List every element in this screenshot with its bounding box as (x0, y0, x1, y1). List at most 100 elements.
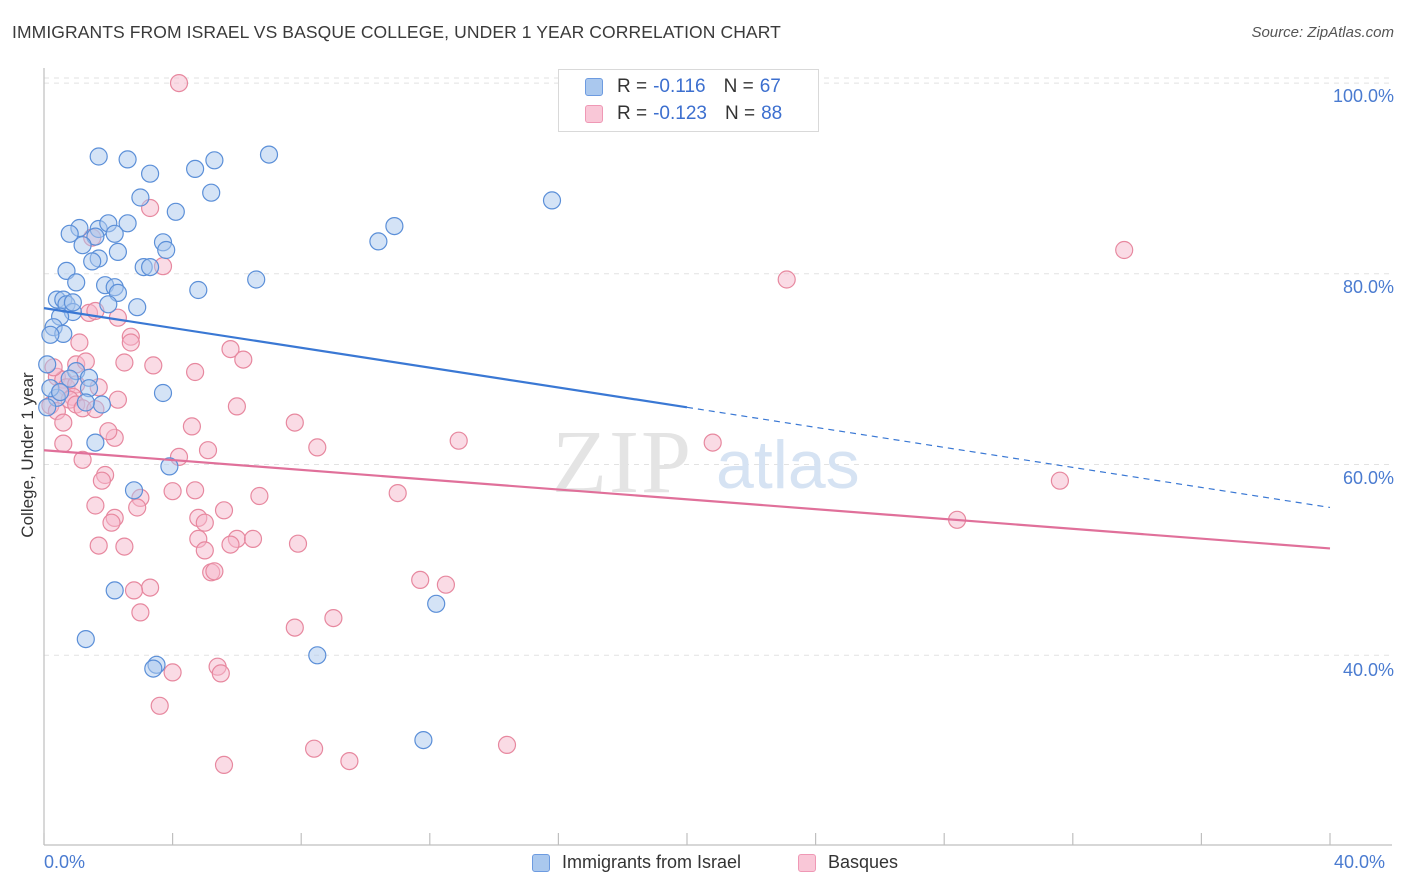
israel-legend-label: Immigrants from Israel (562, 852, 742, 872)
israel-point (105, 581, 124, 600)
israel-point (427, 594, 446, 613)
legend-row-israel: R = -0.116 N = 67 (559, 74, 781, 100)
israel-point (189, 280, 208, 300)
source-label: Source: ZipAtlas.com (1251, 24, 1394, 41)
n-label: N = (724, 103, 756, 124)
basques-point (73, 450, 92, 469)
basques-legend-swatch (798, 853, 816, 872)
israel-point (542, 191, 562, 210)
basques-point (163, 482, 182, 501)
basques-point (243, 529, 263, 549)
israel-point (259, 145, 279, 164)
israel-point (60, 369, 79, 388)
israel-point (202, 183, 221, 202)
basques-point (89, 536, 108, 555)
y-axis-label: College, Under 1 year (18, 372, 37, 538)
basques-point (128, 498, 147, 517)
basques-point (195, 541, 214, 560)
y-tick-label: 100.0% (1332, 86, 1394, 106)
basques-point (198, 441, 218, 460)
basques-point (150, 696, 169, 715)
israel-point (92, 395, 112, 414)
watermark-atlas: atlas (716, 427, 860, 503)
israel-legend-swatch (532, 853, 550, 872)
basques-point (227, 397, 246, 416)
basques-point (108, 390, 128, 409)
israel-point (76, 629, 95, 649)
basques-point (703, 433, 722, 452)
basques-point (305, 739, 324, 758)
israel-swatch (585, 78, 603, 96)
basques-point (214, 501, 234, 520)
n-value: 88 (761, 103, 783, 124)
israel-points (38, 145, 562, 750)
israel-point (385, 217, 404, 236)
basques-point (54, 413, 73, 432)
watermark: ZIP atlas (552, 413, 860, 512)
basques-point (221, 340, 240, 359)
israel-point (41, 325, 60, 344)
n-label: N = (723, 76, 754, 97)
basques-point (221, 535, 240, 554)
basques-point (186, 481, 205, 500)
basques-point (1115, 240, 1134, 260)
israel-point (63, 293, 83, 312)
israel-point (118, 150, 137, 169)
israel-point (83, 252, 102, 271)
r-value: -0.123 (653, 103, 707, 124)
n-value: 67 (759, 76, 781, 97)
israel-point (141, 258, 160, 277)
basques-point (288, 534, 308, 553)
israel-point (86, 433, 105, 452)
chart-title: IMMIGRANTS FROM ISRAEL VS BASQUE COLLEGE… (12, 22, 781, 42)
basques-point (497, 735, 517, 755)
israel-point (166, 202, 185, 221)
stats-legend: R = -0.116 N = 67 R = -0.123 N = 88 (558, 69, 819, 132)
basques-point (449, 431, 468, 450)
basques-point (205, 562, 224, 581)
basques-point (121, 333, 140, 352)
basques-point (211, 664, 230, 683)
basques-point (234, 350, 253, 369)
israel-point (369, 232, 388, 251)
basques-point (144, 356, 163, 375)
israel-point (124, 481, 144, 500)
basques-point (308, 438, 327, 457)
basques-point (163, 663, 182, 682)
israel-point (144, 659, 163, 678)
basques-point (54, 434, 73, 453)
basques-point (92, 471, 112, 490)
basques-point (115, 537, 134, 556)
israel-point (105, 224, 124, 243)
basques-point (182, 417, 201, 436)
r-label: R = (617, 103, 648, 124)
basques-points (41, 73, 1134, 775)
y-tick-label: 80.0% (1342, 277, 1394, 297)
israel-point (67, 273, 86, 292)
y-tick-label: 60.0% (1342, 468, 1394, 488)
israel-point (205, 151, 224, 170)
bottom-legend-israel: Immigrants from Israel (532, 852, 741, 873)
israel-point (131, 188, 150, 207)
basques-point (340, 751, 359, 771)
bottom-legend-basques: Basques (798, 852, 898, 873)
israel-point (153, 383, 173, 403)
israel-trend-extension (686, 406, 1331, 509)
israel-point (141, 164, 160, 183)
israel-point (247, 270, 266, 289)
basques-point (195, 513, 214, 532)
axes (43, 68, 1392, 846)
basques-trend-line (43, 449, 1331, 550)
watermark-zip: ZIP (552, 413, 693, 512)
basques-point (86, 496, 105, 515)
basques-point (285, 413, 304, 432)
basques-point (124, 581, 144, 600)
israel-point (73, 236, 92, 255)
basques-point (324, 608, 343, 628)
basques-point (388, 484, 407, 503)
basques-point (115, 353, 134, 372)
basques-point (250, 486, 269, 506)
israel-point (86, 227, 105, 246)
israel-point (50, 383, 70, 402)
